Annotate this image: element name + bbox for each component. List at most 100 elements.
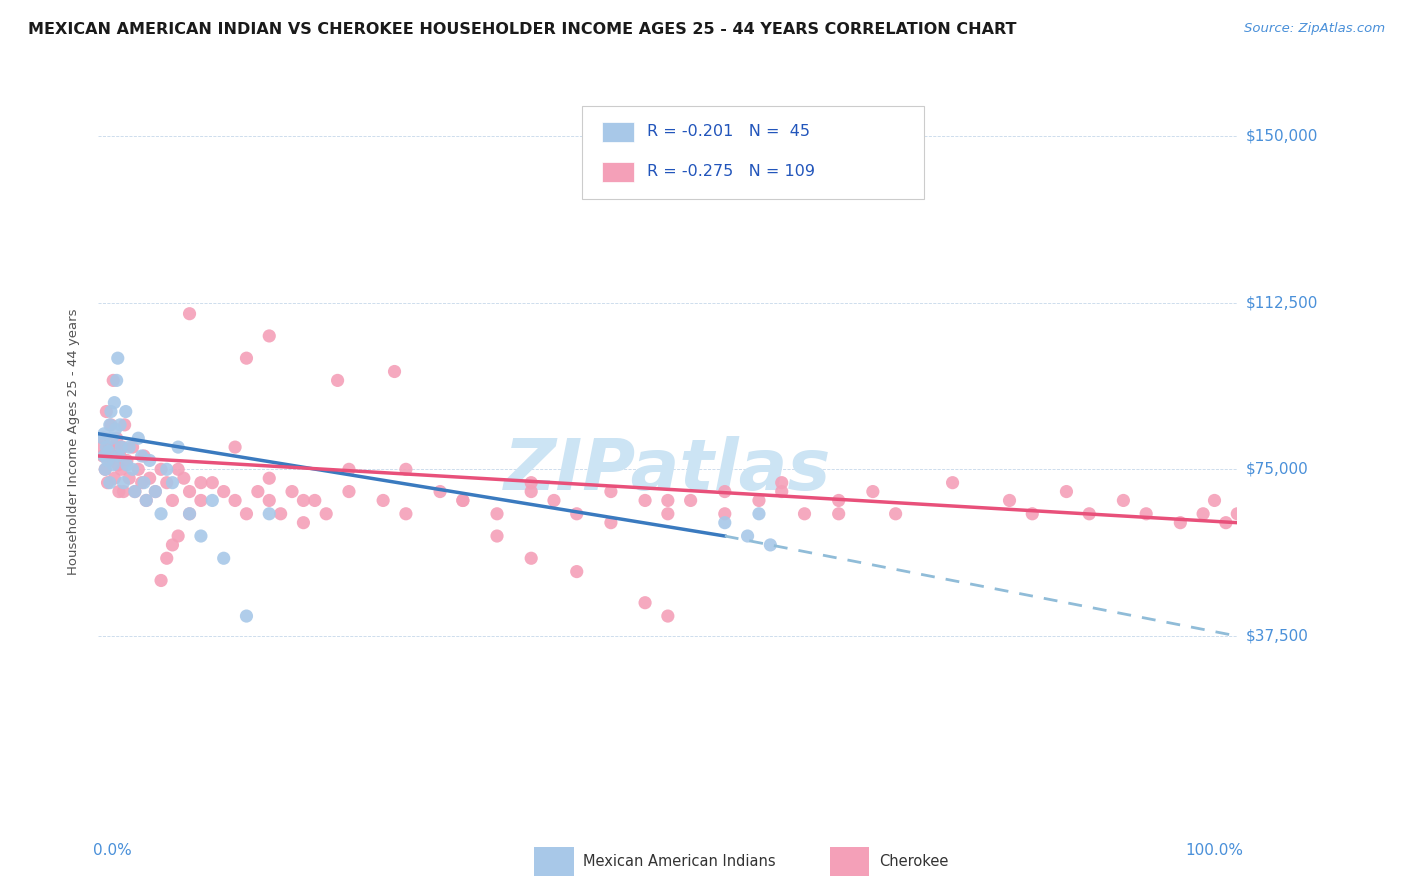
Point [93,426,115,441]
Point [101,431,124,445]
Point [1135,507,1157,521]
Point [132,449,155,463]
Point [98,417,121,432]
Text: $75,000: $75,000 [1246,462,1309,477]
Point [884,507,907,521]
Point [105,431,128,445]
Point [94,462,117,476]
Text: ZIPatlas: ZIPatlas [505,436,831,505]
Point [281,484,304,499]
Point [179,307,201,321]
Point [118,471,141,485]
Point [105,373,128,387]
Point [138,453,160,467]
Text: $112,500: $112,500 [1246,295,1317,310]
Point [998,493,1021,508]
Point [737,529,759,543]
Point [156,475,179,490]
Point [98,453,121,467]
Point [1226,507,1249,521]
Point [93,449,115,463]
Point [94,462,117,476]
Point [96,440,118,454]
Point [190,529,212,543]
Point [162,493,184,508]
Bar [602,122,634,143]
Point [101,449,124,463]
Point [135,493,157,508]
Point [1170,516,1192,530]
Point [104,440,127,454]
Point [150,574,173,588]
Point [96,404,118,418]
Point [108,449,131,463]
Text: MEXICAN AMERICAN INDIAN VS CHEROKEE HOUSEHOLDER INCOME AGES 25 - 44 YEARS CORREL: MEXICAN AMERICAN INDIAN VS CHEROKEE HOUS… [28,22,1017,37]
Text: Cherokee: Cherokee [879,855,948,869]
Text: R = -0.275   N = 109: R = -0.275 N = 109 [647,164,815,179]
Point [565,565,588,579]
Point [150,462,173,476]
Point [862,484,884,499]
Point [600,484,623,499]
Point [1054,484,1078,499]
Point [124,484,146,499]
Point [600,516,623,530]
Text: 0.0%: 0.0% [93,843,132,857]
Point [224,440,246,454]
Point [145,484,167,499]
Point [793,507,815,521]
Point [156,462,179,476]
Point [118,440,141,454]
Point [759,538,782,552]
Point [259,329,281,343]
Point [224,493,246,508]
Text: Mexican American Indians: Mexican American Indians [583,855,776,869]
Point [371,493,394,508]
Point [543,493,565,508]
Point [235,609,257,624]
Point [634,596,657,610]
Point [135,493,157,508]
Point [97,440,120,454]
Point [451,493,474,508]
Point [770,484,793,499]
Point [1192,507,1215,521]
Point [107,458,129,472]
Point [162,538,184,552]
Point [828,493,851,508]
Point [326,373,349,387]
Point [112,484,135,499]
Point [259,507,281,521]
Point [770,475,793,490]
Text: R = -0.201   N =  45: R = -0.201 N = 45 [647,124,810,139]
Point [96,453,118,467]
Point [259,471,281,485]
Point [395,462,418,476]
Point [486,529,509,543]
Point [103,458,125,472]
Point [828,507,851,521]
Point [1021,507,1043,521]
Point [97,444,120,458]
Text: $37,500: $37,500 [1246,629,1309,643]
Point [292,516,315,530]
Point [150,507,173,521]
Point [91,449,114,463]
Point [1078,507,1101,521]
Point [201,493,224,508]
Point [337,462,360,476]
Point [124,484,146,499]
Point [104,422,127,436]
Text: $150,000: $150,000 [1246,128,1317,144]
Point [110,462,132,476]
Point [167,529,190,543]
Point [179,507,201,521]
Point [110,440,132,454]
Point [395,507,418,521]
Point [714,507,737,521]
Point [520,551,543,566]
Point [112,475,135,490]
Point [103,471,125,485]
Point [103,373,125,387]
Point [748,507,770,521]
